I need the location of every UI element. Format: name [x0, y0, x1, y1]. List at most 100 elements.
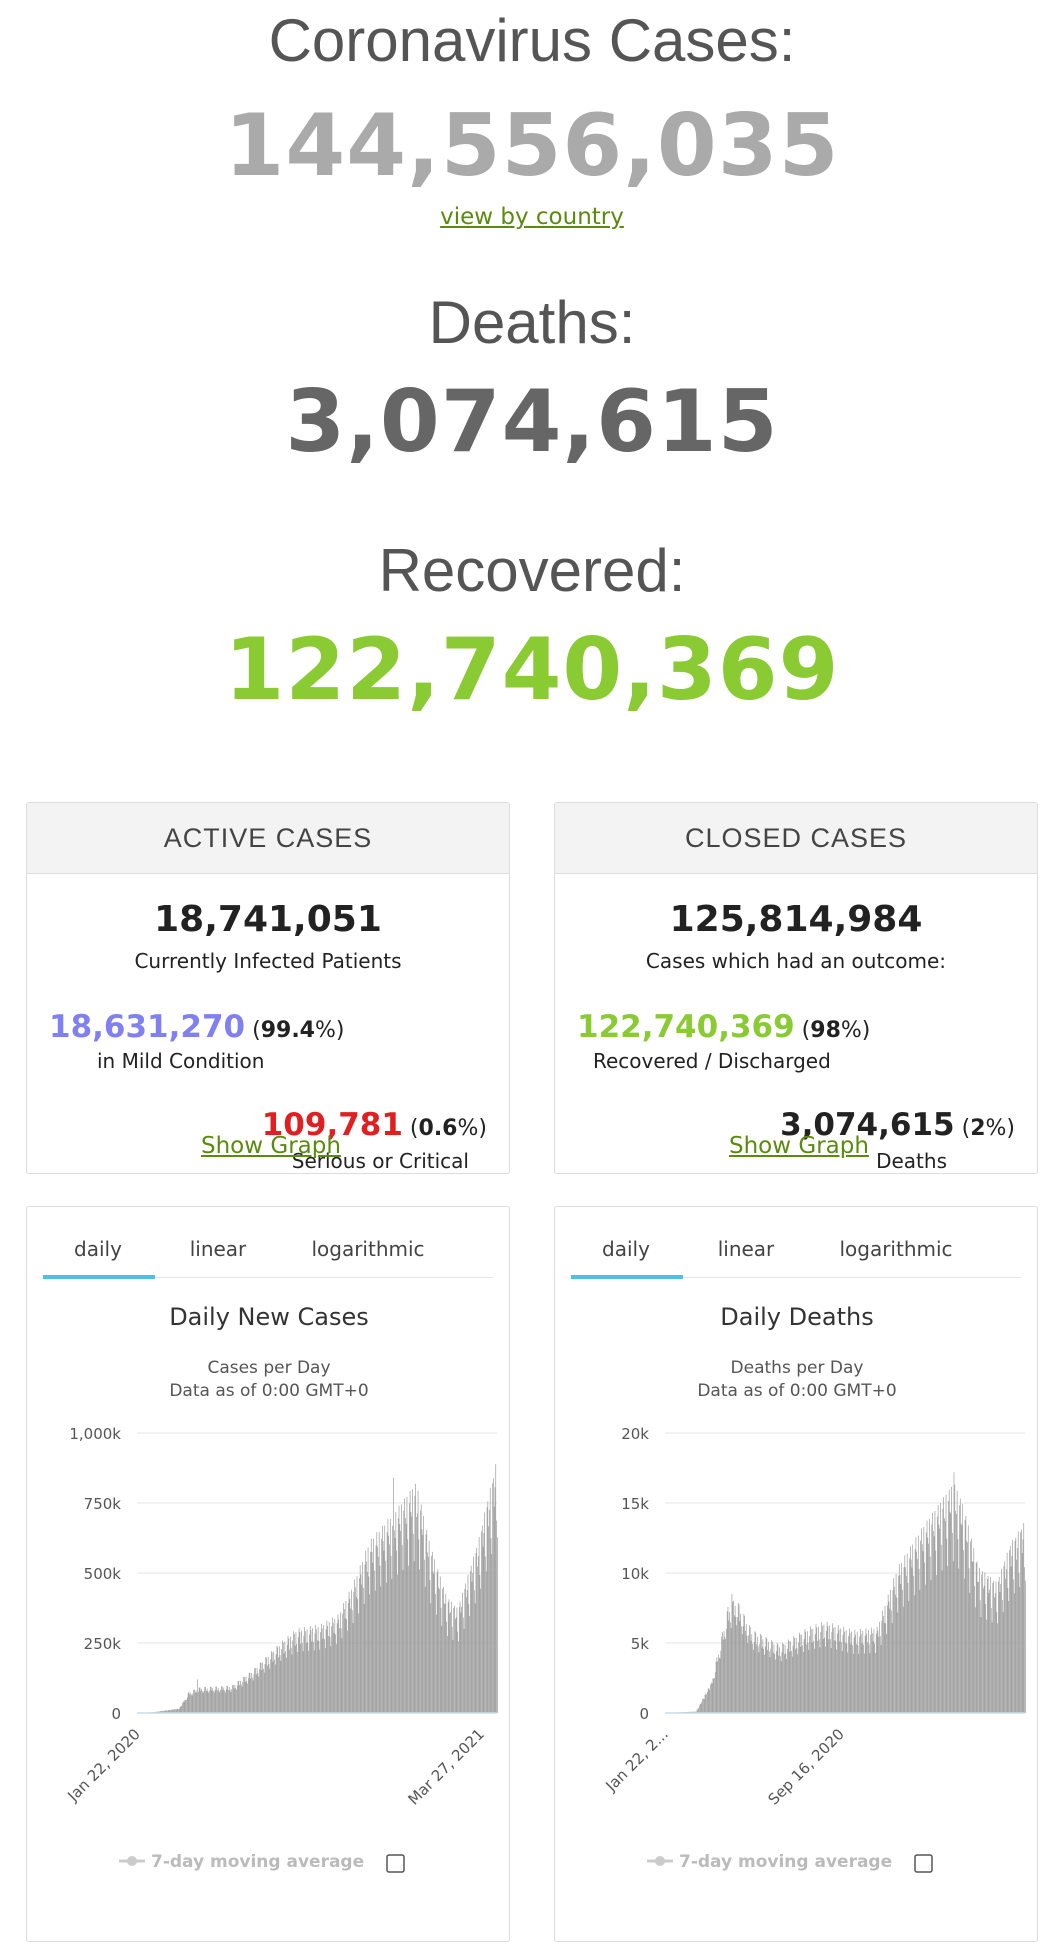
- bar: [312, 1628, 313, 1713]
- bar: [464, 1588, 466, 1713]
- bar: [213, 1690, 214, 1713]
- bar: [202, 1692, 204, 1713]
- bar: [836, 1649, 837, 1713]
- bar: [259, 1669, 260, 1713]
- active-show-graph-link[interactable]: Show Graph: [201, 1133, 341, 1159]
- bar: [386, 1532, 388, 1713]
- bar: [345, 1600, 347, 1713]
- bar: [412, 1489, 413, 1713]
- bar: [720, 1650, 722, 1713]
- bar: [890, 1589, 891, 1713]
- tab-logarithmic[interactable]: logarithmic: [311, 1237, 425, 1261]
- bar: [990, 1607, 992, 1713]
- chart-title: Daily Deaths: [720, 1303, 873, 1331]
- bar: [724, 1636, 726, 1713]
- bar: [812, 1628, 814, 1713]
- closed-show-graph-link[interactable]: Show Graph: [729, 1133, 869, 1159]
- bar: [867, 1642, 868, 1713]
- bar: [803, 1639, 805, 1713]
- bar: [496, 1520, 497, 1713]
- legend-checkbox[interactable]: [914, 1854, 933, 1873]
- tab-daily[interactable]: daily: [602, 1237, 650, 1261]
- bar: [979, 1600, 981, 1713]
- bar: [474, 1590, 475, 1713]
- bar: [722, 1632, 723, 1713]
- bar: [479, 1575, 481, 1713]
- bar: [385, 1560, 386, 1713]
- bar: [880, 1644, 882, 1713]
- bar: [747, 1642, 749, 1713]
- bar: [830, 1647, 832, 1713]
- critical-label: Serious or Critical: [291, 1149, 469, 1173]
- bar: [887, 1605, 888, 1713]
- bar: [337, 1614, 339, 1713]
- tab-linear[interactable]: linear: [189, 1237, 247, 1261]
- bar: [495, 1464, 497, 1713]
- critical-row: 109,781 (0.6%): [262, 1107, 487, 1143]
- bar: [267, 1665, 268, 1713]
- bar: [338, 1619, 340, 1713]
- bar: [405, 1523, 407, 1713]
- bar: [779, 1656, 781, 1713]
- bar: [992, 1583, 994, 1713]
- bar: [940, 1544, 942, 1713]
- bar: [733, 1600, 734, 1713]
- bar: [733, 1615, 735, 1713]
- bar: [276, 1645, 278, 1713]
- bar: [774, 1653, 776, 1713]
- bar: [1005, 1578, 1006, 1713]
- bar: [369, 1594, 371, 1713]
- bar: [739, 1621, 741, 1713]
- bar: [825, 1630, 827, 1713]
- bar: [350, 1608, 351, 1713]
- tab-linear[interactable]: linear: [717, 1237, 775, 1261]
- bar: [440, 1607, 442, 1713]
- bar: [998, 1576, 1000, 1713]
- bar: [290, 1647, 292, 1713]
- bar: [857, 1645, 859, 1713]
- cases-value: 144,556,035: [224, 96, 840, 196]
- bar: [867, 1630, 869, 1713]
- bar: [944, 1521, 946, 1713]
- bar: [915, 1537, 917, 1713]
- bar: [722, 1639, 724, 1713]
- bar: [244, 1681, 246, 1713]
- bar: [996, 1611, 998, 1713]
- bar: [334, 1618, 336, 1713]
- tab-logarithmic[interactable]: logarithmic: [839, 1237, 953, 1261]
- bar: [472, 1573, 474, 1713]
- bar: [1022, 1539, 1024, 1713]
- bar: [963, 1578, 965, 1713]
- bar: [1025, 1580, 1026, 1713]
- bar: [809, 1636, 810, 1713]
- bar: [879, 1621, 880, 1713]
- bar: [790, 1641, 791, 1713]
- bar: [163, 1710, 164, 1713]
- bar: [743, 1614, 745, 1713]
- deaths-label: Deaths:: [428, 289, 636, 356]
- bar: [725, 1639, 726, 1713]
- bar: [802, 1645, 803, 1713]
- bar: [381, 1538, 382, 1713]
- bar: [919, 1589, 921, 1713]
- bar: [410, 1512, 412, 1713]
- bar: [232, 1684, 234, 1713]
- bar: [894, 1586, 895, 1713]
- bar: [296, 1644, 298, 1713]
- bar: [491, 1554, 493, 1713]
- bar: [786, 1658, 787, 1713]
- bar: [768, 1641, 769, 1713]
- bar: [182, 1703, 183, 1713]
- closed-deaths-label: Deaths: [876, 1149, 947, 1173]
- bar: [318, 1640, 320, 1713]
- bar: [871, 1627, 872, 1713]
- tab-daily[interactable]: daily: [74, 1237, 122, 1261]
- bar: [222, 1690, 224, 1713]
- bar: [978, 1581, 979, 1713]
- bar: [994, 1593, 996, 1713]
- bar: [926, 1520, 928, 1713]
- view-by-country-link[interactable]: view by country: [440, 204, 624, 230]
- bar: [444, 1604, 446, 1713]
- bar: [866, 1633, 868, 1713]
- legend-checkbox[interactable]: [386, 1854, 405, 1873]
